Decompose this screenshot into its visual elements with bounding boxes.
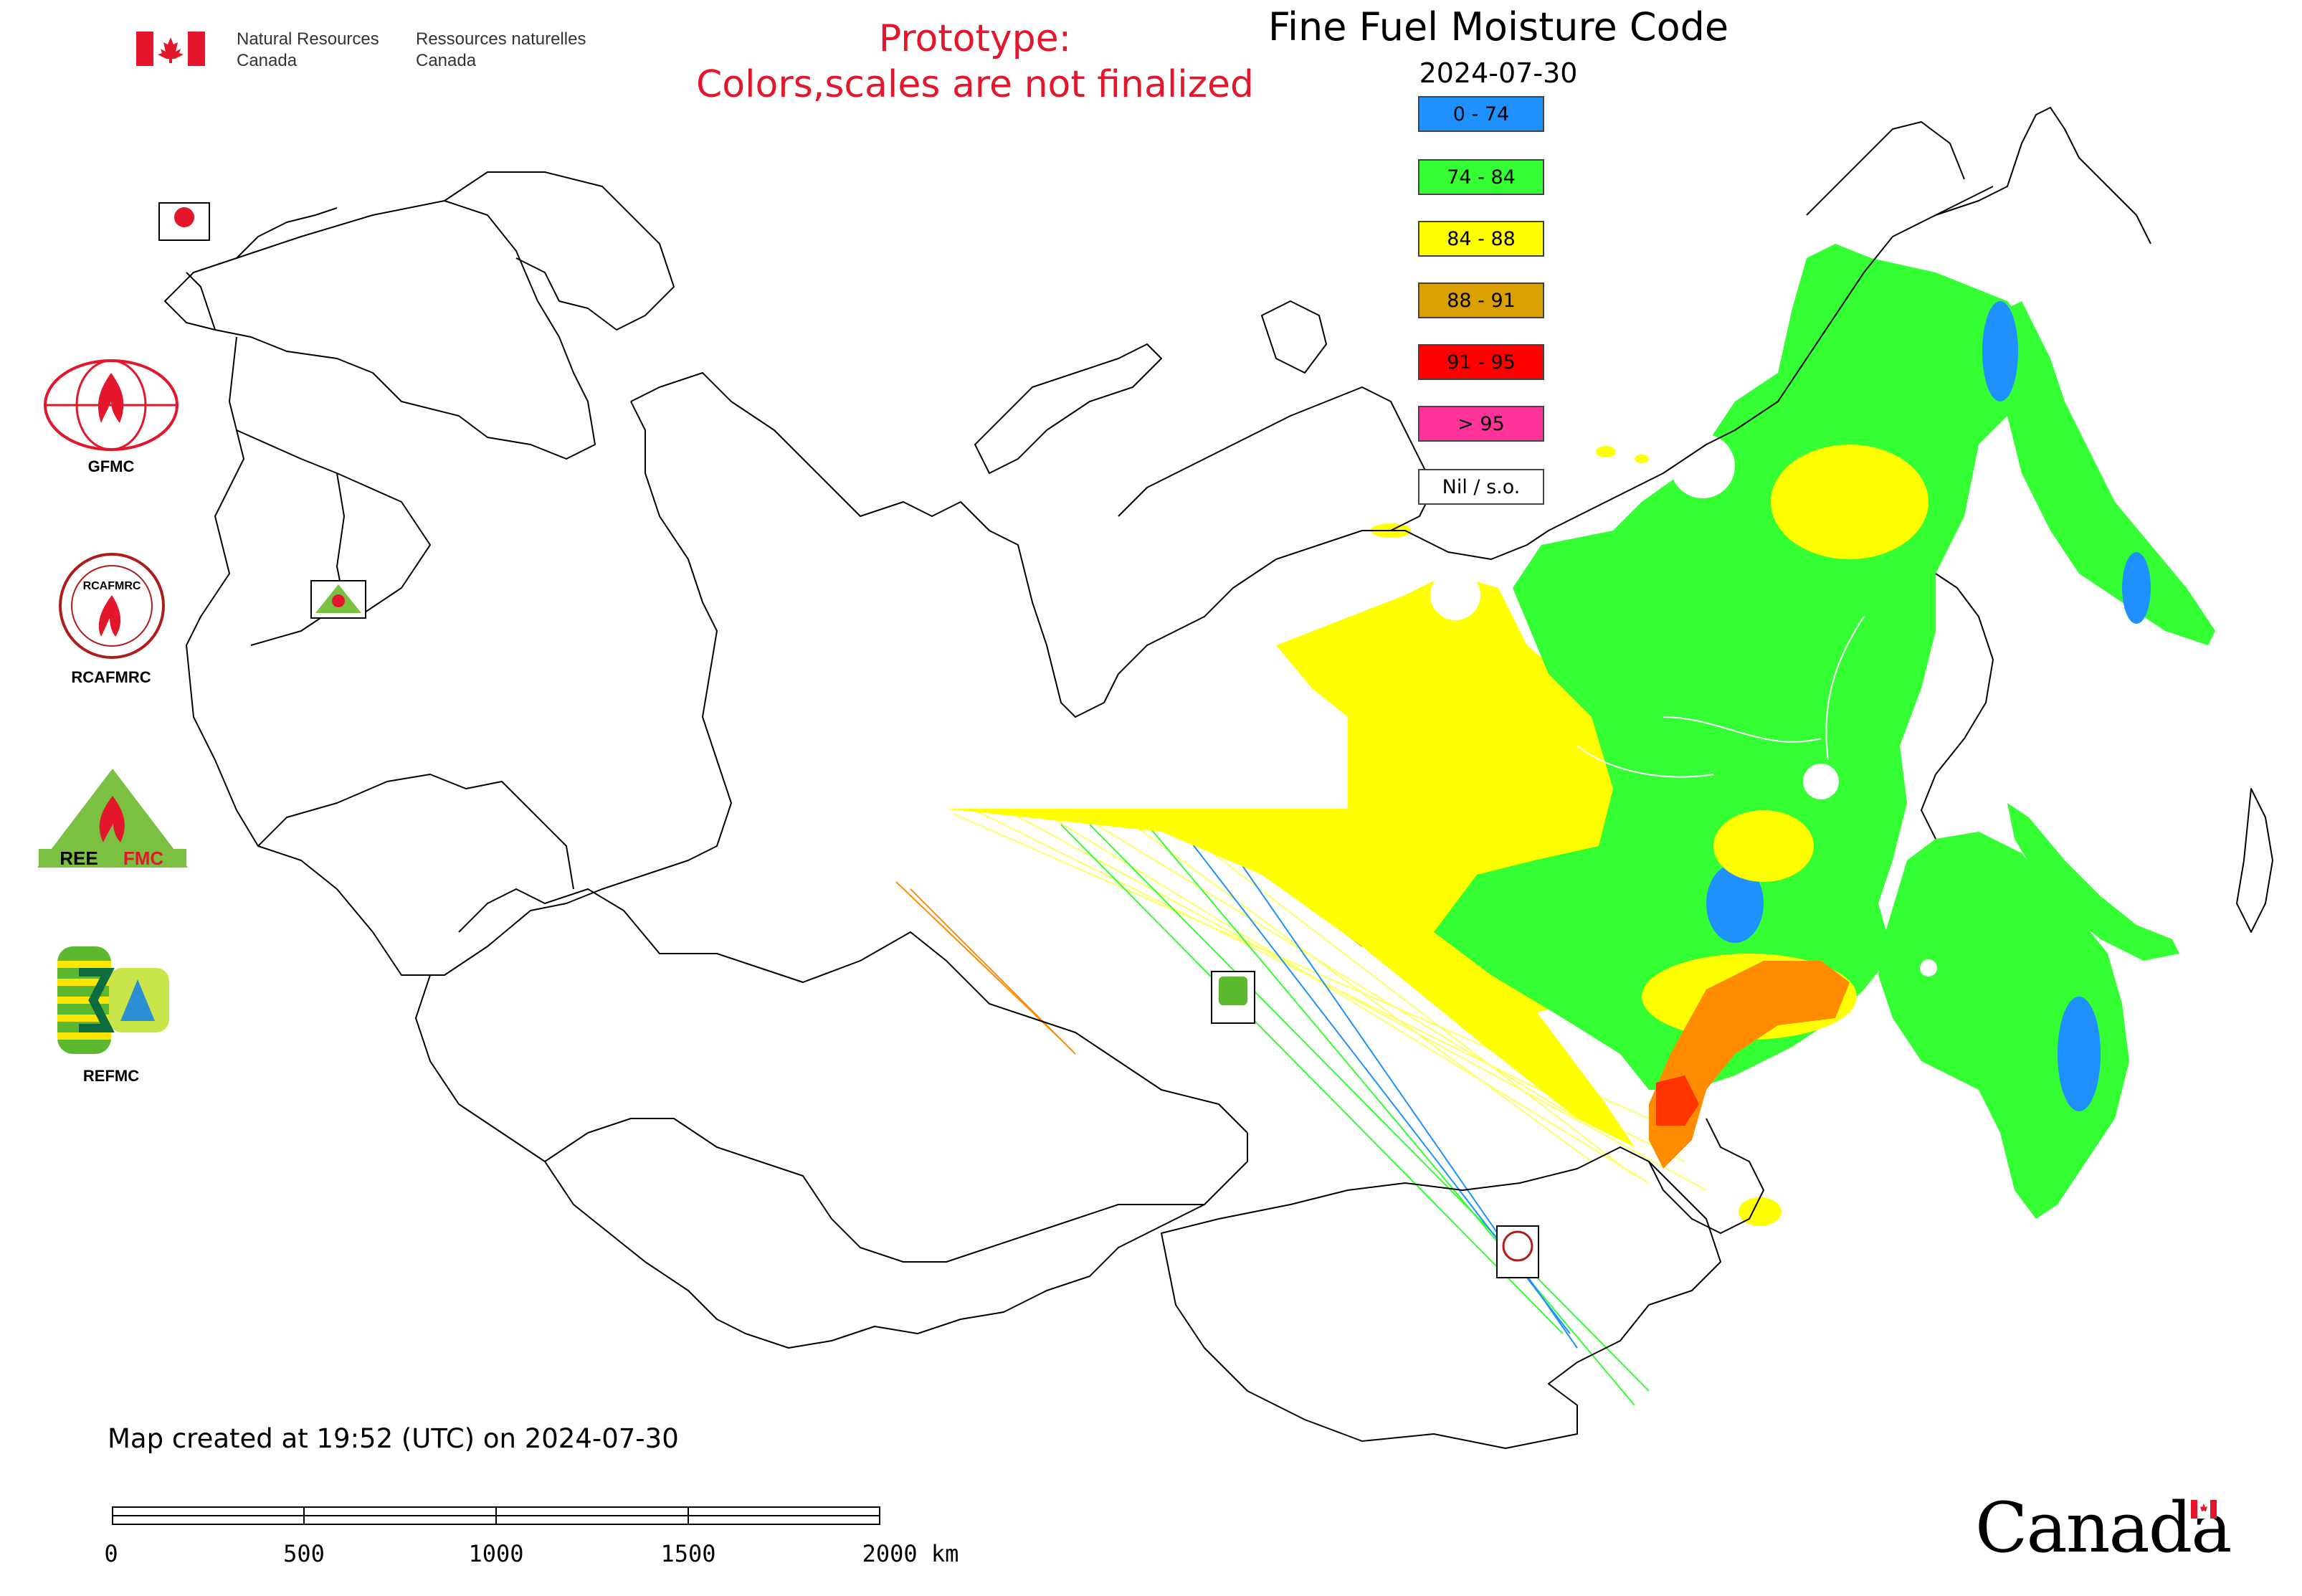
region-0-74-east (2058, 997, 2101, 1111)
reefmc-small-flame-icon (332, 594, 345, 607)
severnaya-zemlya (1261, 300, 1327, 374)
creation-timestamp: Map created at 19:52 (UTC) on 2024-07-30 (108, 1423, 679, 1454)
china-border (1648, 1118, 1764, 1234)
region-74-84-kamchatka (1993, 301, 2215, 645)
kazakh-south-border (544, 1118, 1204, 1263)
kola-white-sea (444, 171, 675, 331)
region-74-84-sakhalin (2007, 803, 2179, 961)
gfmc-label: GFMC (87, 457, 135, 475)
legend-item-91-95: 91 - 95 (1418, 344, 1544, 380)
central-asia-outline (415, 974, 1248, 1349)
kazakh-russia-border (458, 888, 1248, 1134)
department-name-fr: Ressources naturelles Canada (416, 29, 586, 70)
scale-label-0: 0 (104, 1540, 118, 1567)
norway-coast-detail (186, 207, 338, 331)
rcafmrc-label: RCAFMRC (71, 668, 151, 686)
east-siberia-coast (1663, 107, 2151, 474)
nodata-hole-e (1863, 1027, 1880, 1045)
prototype-line-1: Prototype: (878, 17, 1072, 60)
gfmc-logo: GFMC (39, 358, 183, 480)
novaya-zemlya (974, 343, 1162, 474)
nodata-hole-c (1803, 764, 1839, 799)
svg-text:FMC: FMC (123, 847, 164, 869)
japan-islands (2236, 788, 2273, 933)
legend-item-gt-95: > 95 (1418, 406, 1544, 442)
map-title: Fine Fuel Moisture Code (1267, 4, 1729, 49)
chukotka-outline (1806, 121, 1994, 216)
department-name-en: Natural Resources Canada (237, 29, 379, 70)
region-88-91-south (1649, 961, 1850, 1169)
scandinavia-outline (164, 200, 596, 460)
region-84-88-north (1771, 445, 1928, 559)
mongolia-outline (1161, 1146, 1721, 1449)
scale-label-1500: 1500 (660, 1540, 716, 1567)
scale-seg-3 (495, 1515, 689, 1525)
region-74-84-east (1878, 832, 2129, 1219)
legend-item-84-88: 84 - 88 (1418, 221, 1544, 257)
okhotsk-coast (1921, 573, 1994, 840)
refmc-label: REFMC (82, 1067, 140, 1085)
scale-label-2000: 2000 km (862, 1540, 959, 1567)
nodata-hole-b (1430, 570, 1480, 620)
gfmc-globe-icon (44, 359, 179, 451)
rcafmrc-seal-icon: RCAFMRC (59, 553, 165, 659)
refmc-logo: REFMC (39, 946, 183, 1090)
svg-text:REE: REE (60, 847, 97, 869)
legend-item-0-74: 0 - 74 (1418, 96, 1544, 132)
russia-north-coast (630, 372, 1664, 718)
gfmc-small-flame-icon (174, 207, 194, 227)
scale-label-500: 500 (283, 1540, 325, 1567)
region-0-74-kamchatka (2122, 552, 2151, 624)
legend-item-nil: Nil / s.o. (1418, 469, 1544, 505)
region-91-95-south (1656, 1075, 1699, 1126)
region-74-84-main (1434, 244, 2050, 1090)
reefmc-logo: REE FMC (36, 767, 190, 882)
canada-flag-icon (136, 32, 205, 66)
prototype-line-2: Colors,scales are not finalized (695, 63, 1255, 106)
svg-text:RCAFMRC: RCAFMRC (83, 580, 141, 592)
region-84-88-islet-c (1635, 455, 1649, 463)
river-lines (1576, 616, 1865, 778)
scale-label-1000: 1000 (468, 1540, 524, 1567)
region-0-74-central (1706, 864, 1764, 943)
nodata-hole-d (1920, 959, 1937, 977)
prototype-warning: Prototype: Colors,scales are not finaliz… (645, 16, 1305, 108)
refmc-small-icon (1219, 977, 1247, 1005)
rcafmrc-small-box (1496, 1225, 1539, 1278)
scale-bar: 0 500 1000 1500 2000 km (104, 1498, 959, 1577)
legend-item-74-84: 74 - 84 (1418, 159, 1544, 195)
ukraine-border (257, 774, 574, 890)
taymyr-coast (1118, 386, 1435, 531)
scale-bar-graphic (112, 1506, 880, 1525)
rcafmrc-logo: RCAFMRC RCAFMRC (39, 552, 183, 695)
map-logo-boxes (158, 202, 1539, 1278)
wordmark-flag-icon (2191, 1500, 2217, 1519)
region-84-88-islet-b (1596, 446, 1616, 457)
nodata-hole-a (1670, 434, 1735, 498)
legend-item-88-91: 88 - 91 (1418, 282, 1544, 318)
scale-seg-1 (112, 1515, 305, 1525)
region-0-74-north (1982, 301, 2018, 402)
canada-wordmark: Canada (1975, 1488, 2232, 1568)
government-header: Natural Resources Canada Ressources natu… (136, 26, 638, 76)
refmc-sigma-icon (57, 946, 169, 1054)
rcafmrc-small-ring-icon (1502, 1230, 1533, 1262)
region-84-88-mid (1713, 810, 1814, 882)
map-date: 2024-07-30 (1419, 57, 1578, 89)
reefmc-triangle-icon: REE FMC (37, 769, 188, 869)
fuel-moisture-region (946, 244, 2215, 1226)
europe-russia-west-outline (186, 336, 732, 976)
